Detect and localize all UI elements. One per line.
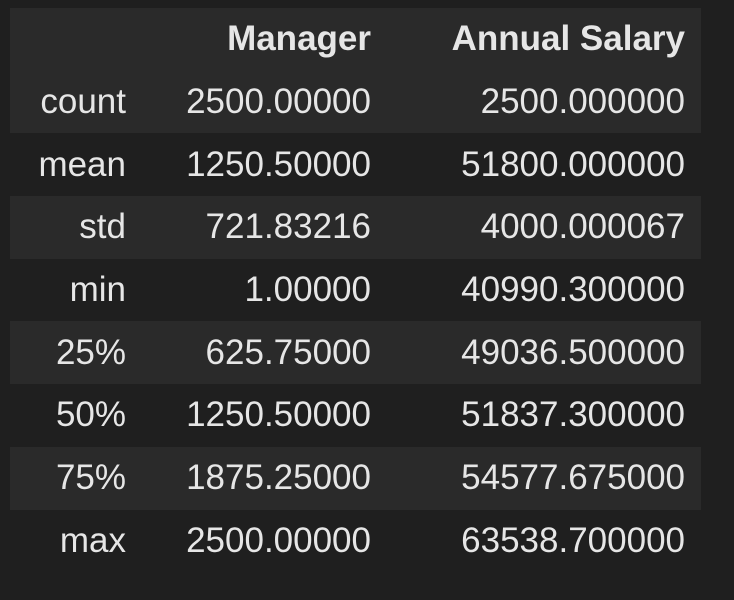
row-label: mean	[38, 144, 126, 184]
index-header	[10, 8, 134, 71]
salary-cell: 49036.500000	[461, 332, 685, 372]
manager-cell: 2500.00000	[186, 520, 371, 560]
manager-cell: 625.75000	[205, 332, 371, 372]
dataframe-output: Manager Annual Salary count 2500.00000 2…	[10, 8, 701, 573]
salary-cell: 4000.000067	[480, 207, 685, 247]
row-label: count	[40, 82, 126, 122]
describe-table: Manager Annual Salary count 2500.00000 2…	[10, 8, 701, 573]
table-row: mean 1250.50000 51800.000000	[10, 133, 701, 197]
manager-cell: 1250.50000	[186, 395, 371, 435]
manager-cell: 721.83216	[205, 207, 371, 247]
table-row: count 2500.00000 2500.000000	[10, 70, 701, 134]
row-label: 25%	[55, 332, 126, 372]
salary-cell: 2500.000000	[480, 82, 685, 122]
manager-cell: 1.00000	[244, 270, 371, 310]
table-row: 75% 1875.25000 54577.675000	[10, 446, 701, 510]
table-row: min 1.00000 40990.300000	[10, 258, 701, 322]
salary-cell: 51800.000000	[461, 144, 685, 184]
salary-cell: 54577.675000	[461, 458, 685, 498]
table-row: 25% 625.75000 49036.500000	[10, 321, 701, 385]
row-label: 50%	[55, 395, 126, 435]
header-row: Manager Annual Salary	[10, 8, 701, 71]
table-row: max 2500.00000 63538.700000	[10, 509, 701, 573]
row-label: min	[69, 270, 126, 310]
row-label: std	[79, 207, 126, 247]
column-header-annual-salary: Annual Salary	[387, 8, 701, 71]
row-label: max	[59, 520, 126, 560]
column-header-manager: Manager	[134, 8, 387, 71]
table-row: std 721.83216 4000.000067	[10, 196, 701, 259]
manager-cell: 2500.00000	[186, 82, 371, 122]
row-label: 75%	[55, 458, 126, 498]
salary-cell: 51837.300000	[461, 395, 685, 435]
salary-cell: 40990.300000	[461, 270, 685, 310]
table-row: 50% 1250.50000 51837.300000	[10, 384, 701, 447]
manager-cell: 1250.50000	[186, 144, 371, 184]
manager-cell: 1875.25000	[186, 458, 371, 498]
salary-cell: 63538.700000	[461, 520, 685, 560]
